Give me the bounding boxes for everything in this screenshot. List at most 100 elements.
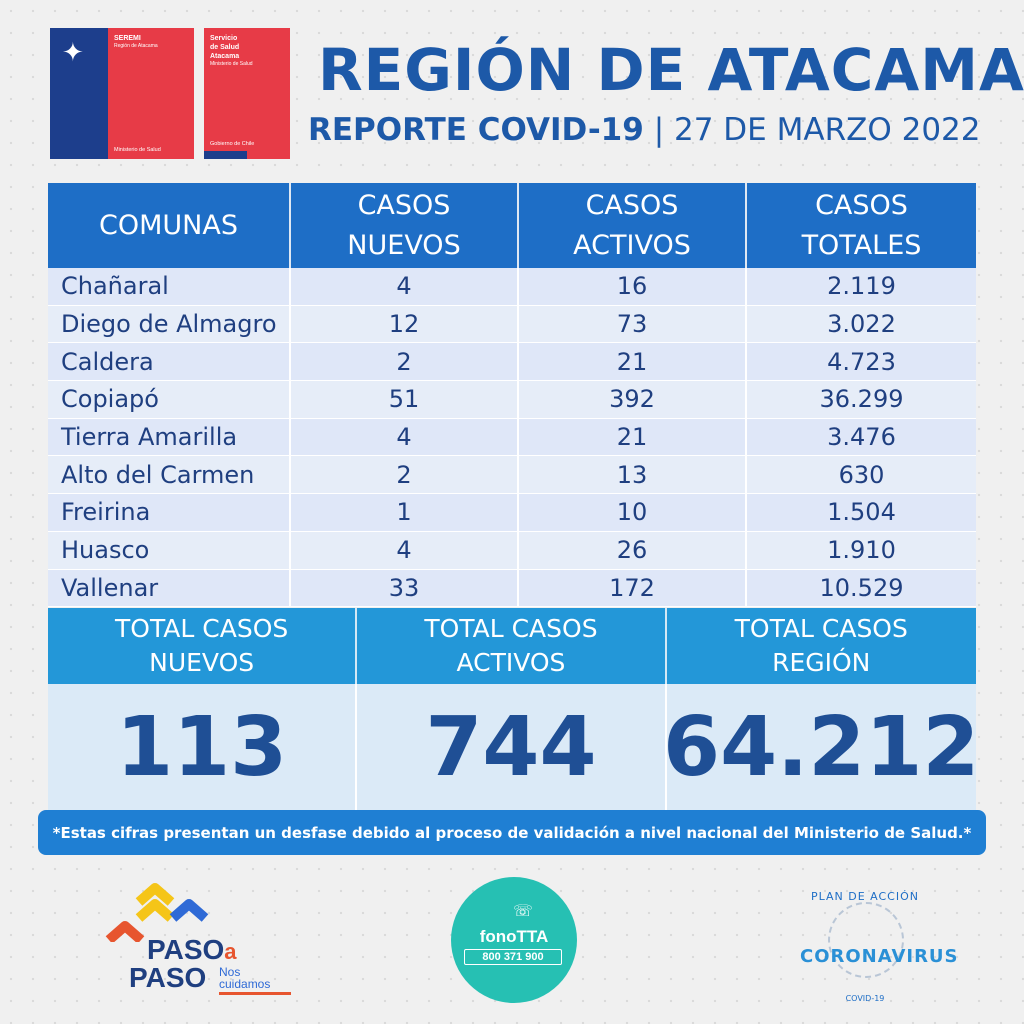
cell-nuevos: 4: [291, 531, 519, 569]
seremi-logo-blue-block: ✦: [50, 28, 108, 159]
fonotta-number: 800 371 900: [464, 949, 562, 965]
header-casos-activos-line2: ACTIVOS: [573, 229, 691, 261]
table-row: Chañaral 4 16 2.119: [48, 268, 976, 306]
table-row: Tierra Amarilla 4 21 3.476: [48, 418, 976, 457]
cell-activos: 73: [519, 305, 747, 343]
total-nuevos-label-line2: NUEVOS: [149, 648, 255, 677]
table-row: Huasco 4 26 1.910: [48, 531, 976, 570]
salud-logo-line3: Atacama: [210, 53, 240, 60]
paso-a: a: [224, 939, 237, 964]
report-label: REPORTE COVID-19: [308, 112, 644, 148]
seremi-logo: ✦ SEREMI Región de Atacama Ministerio de…: [50, 28, 194, 159]
total-region-label-line2: REGIÓN: [772, 648, 871, 677]
cell-activos: 16: [519, 268, 747, 305]
cell-totales: 1.910: [827, 536, 896, 565]
page-title: REGIÓN DE ATACAMA: [318, 36, 1024, 104]
plan-accion-label: PLAN DE ACCIÓN: [810, 890, 919, 903]
cell-totales: 4.723: [827, 347, 896, 376]
subtitle-separator: |: [653, 112, 665, 148]
header-casos-totales: CASOS TOTALES: [747, 183, 976, 268]
header-comunas: COMUNAS: [48, 183, 291, 268]
total-activos-label: TOTAL CASOS ACTIVOS: [357, 608, 667, 684]
cell-activos: 172: [519, 569, 747, 607]
totals-header: TOTAL CASOS NUEVOS TOTAL CASOS ACTIVOS TOT…: [48, 608, 976, 684]
header-casos-activos-line1: CASOS: [585, 189, 679, 221]
total-activos-label-line1: TOTAL CASOS: [424, 614, 598, 643]
cell-comuna: Alto del Carmen: [48, 456, 291, 494]
seremi-logo-sub: Región de Atacama: [114, 43, 158, 49]
fonotta-title: fonoTTA: [479, 927, 549, 946]
table-row: Copiapó 51 392 36.299: [48, 381, 976, 419]
cell-totales: 3.476: [827, 423, 896, 452]
header-casos-nuevos-line2: NUEVOS: [347, 229, 461, 261]
cell-nuevos: 12: [291, 305, 519, 343]
paso-cuidamos: cuidamos: [219, 977, 271, 991]
table-body: Chañaral 4 16 2.119 Diego de Almagro 12 …: [48, 268, 976, 608]
cell-nuevos: 33: [291, 569, 519, 607]
cell-comuna: Copiapó: [48, 381, 291, 418]
covid-label: COVID-19: [845, 994, 885, 1003]
cell-activos: 21: [519, 418, 747, 456]
header-casos-totales-line2: TOTALES: [801, 229, 922, 261]
salud-logo-line1: Servicio: [210, 35, 238, 42]
table-row: Caldera 2 21 4.723: [48, 343, 976, 382]
total-region-label: TOTAL CASOS REGIÓN: [667, 608, 976, 684]
paso-word-1: PASO: [147, 934, 225, 965]
paso-chevrons-icon: [105, 883, 209, 942]
cases-table: COMUNAS CASOS NUEVOS CASOS ACTIVOS CASOS TO…: [48, 183, 976, 608]
cell-comuna: Freirina: [48, 494, 291, 531]
cell-comuna: Huasco: [48, 531, 291, 569]
cell-nuevos: 2: [291, 456, 519, 494]
report-date: 27 DE MARZO 2022: [674, 112, 981, 148]
table-row: Alto del Carmen 2 13 630: [48, 456, 976, 495]
cell-nuevos: 4: [291, 418, 519, 456]
virus-icon: [828, 902, 904, 978]
servicio-salud-logo: Servicio de Salud Atacama Ministerio de …: [204, 28, 290, 159]
totals-panel: TOTAL CASOS NUEVOS TOTAL CASOS ACTIVOS TOT…: [48, 608, 980, 810]
cell-comuna: Caldera: [48, 343, 291, 381]
cell-totales: 10.529: [819, 573, 904, 602]
paso-nos: Nos: [219, 965, 241, 979]
cell-nuevos: 4: [291, 268, 519, 305]
cell-nuevos: 51: [291, 381, 519, 418]
fonotta-logo: ☏ fonoTTA 800 371 900: [451, 877, 577, 1003]
cell-totales: 3.022: [827, 310, 896, 339]
seremi-logo-red-block: SEREMI Región de Atacama Ministerio de S…: [108, 28, 194, 159]
seremi-logo-title: SEREMI: [114, 35, 141, 42]
cell-totales: 36.299: [819, 385, 904, 414]
paso-word-2: PASO: [129, 962, 207, 993]
totals-values: 113 744 64.212: [48, 684, 980, 810]
cell-nuevos: 1: [291, 494, 519, 531]
paso-a-paso-logo: PASOa PASO Nos cuidamos: [105, 882, 305, 1002]
paso-text-1: PASOa: [147, 934, 237, 966]
salud-logo-bottom: Gobierno de Chile: [210, 141, 255, 147]
cell-activos: 26: [519, 531, 747, 569]
paso-nos-cuidamos: Nos cuidamos: [219, 966, 270, 990]
header-casos-nuevos: CASOS NUEVOS: [291, 183, 519, 268]
cell-comuna: Chañaral: [48, 268, 291, 305]
cell-comuna: Vallenar: [48, 569, 291, 607]
total-nuevos-label-line1: TOTAL CASOS: [115, 614, 289, 643]
cell-nuevos: 2: [291, 343, 519, 381]
table-row: Freirina 1 10 1.504: [48, 494, 976, 532]
page-subtitle: REPORTE COVID-19 | 27 DE MARZO 2022: [308, 112, 988, 148]
cell-totales: 630: [838, 460, 885, 489]
header-casos-nuevos-line1: CASOS: [357, 189, 451, 221]
total-region-value: 64.212: [663, 699, 980, 795]
coronavirus-label: CORONAVIRUS: [800, 946, 959, 967]
total-nuevos-value: 113: [48, 684, 358, 810]
total-activos-value: 744: [357, 684, 667, 810]
header-casos-totales-line1: CASOS: [815, 189, 908, 221]
paso-underline: [219, 992, 291, 995]
total-nuevos-label: TOTAL CASOS NUEVOS: [48, 608, 358, 684]
total-activos-label-line2: ACTIVOS: [456, 648, 566, 677]
salud-logo-line2: de Salud: [210, 44, 240, 51]
seremi-logo-bottom: Ministerio de Salud: [114, 147, 161, 153]
table-header: COMUNAS CASOS NUEVOS CASOS ACTIVOS CASOS TO…: [48, 183, 976, 268]
disclaimer-note: *Estas cifras presentan un desfase debid…: [38, 810, 986, 855]
total-region-label-line1: TOTAL CASOS: [734, 614, 908, 643]
phone-network-icon: ☏: [513, 901, 534, 920]
cell-activos: 13: [519, 456, 747, 494]
cell-totales: 1.504: [827, 498, 896, 527]
cell-comuna: Diego de Almagro: [48, 305, 291, 343]
